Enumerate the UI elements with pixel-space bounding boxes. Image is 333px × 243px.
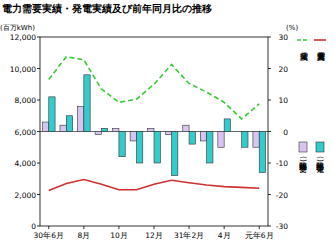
- y2-tick-label: 10: [278, 96, 288, 105]
- legend-swatch: [297, 39, 309, 41]
- bar: [136, 132, 142, 164]
- y-tick-label: 6,000: [15, 128, 37, 137]
- legend-label: 電力需要実績: [317, 52, 326, 62]
- bar: [84, 75, 90, 132]
- bar: [49, 97, 55, 132]
- bar: [42, 122, 48, 131]
- bar: [218, 132, 224, 148]
- x-tick-label: 4月: [218, 231, 231, 240]
- x-tick-label: 元年6月: [245, 231, 274, 240]
- bar: [235, 131, 241, 132]
- bar: [242, 132, 248, 148]
- bar: [259, 132, 265, 173]
- bar: [165, 132, 171, 135]
- bar: [119, 132, 125, 157]
- bar: [130, 132, 136, 141]
- y2-tick: [268, 68, 271, 69]
- x-tick: [118, 226, 119, 229]
- bar: [200, 132, 206, 141]
- bar: [148, 128, 154, 131]
- y-tick-label: 2,000: [15, 191, 37, 200]
- bar: [189, 132, 195, 145]
- legend-label: 発電実績: [300, 52, 309, 62]
- y-tick-label: 4,000: [15, 159, 37, 168]
- y-tick: [37, 163, 40, 164]
- y-tick-label: 10,000: [10, 65, 36, 74]
- x-tick-label: 31年2月: [174, 231, 204, 240]
- y-tick: [37, 37, 40, 38]
- y2-tick-label: 30: [278, 33, 288, 42]
- plot-area: [40, 57, 268, 191]
- x-tick: [189, 226, 190, 229]
- y-tick-label: 8,000: [15, 96, 37, 105]
- x-tick: [154, 226, 155, 229]
- y2-tick: [268, 100, 271, 101]
- legend-label: 前年同月比(需要): [299, 156, 308, 174]
- line: [49, 180, 259, 191]
- y2-tick: [268, 163, 271, 164]
- y2-axis-label: (%): [286, 24, 298, 32]
- legend-swatch: [314, 39, 326, 41]
- x-tick: [259, 226, 260, 229]
- bar: [66, 116, 72, 132]
- bar: [172, 132, 178, 176]
- line: [49, 57, 259, 119]
- y-axis-label: (百万kWh): [0, 24, 35, 32]
- y-tick-label: 12,000: [10, 33, 36, 42]
- y2-tick-label: 20: [278, 65, 288, 74]
- y2-tick: [268, 37, 271, 38]
- x-tick-label: 8月: [77, 231, 90, 240]
- y-tick: [37, 100, 40, 101]
- bar: [253, 132, 259, 148]
- x-tick-label: 10月: [110, 231, 128, 240]
- y-tick: [37, 226, 40, 227]
- y2-tick-label: -10: [276, 159, 288, 168]
- bar: [224, 119, 230, 132]
- chart: 電力需要実績・発電実績及び前年同月比の推移 (百万kWh) (%) 0 2,000 4,0…: [0, 0, 333, 243]
- y2-tick-label: -20: [276, 191, 288, 200]
- y2-tick: [268, 194, 271, 195]
- bar: [183, 125, 189, 131]
- y-tick: [37, 68, 40, 69]
- bar: [101, 128, 107, 131]
- bar: [154, 132, 160, 164]
- plot-frame: [40, 37, 268, 226]
- bar: [207, 132, 213, 164]
- y2-tick-label: -30: [276, 222, 288, 231]
- legend-swatch: [299, 142, 307, 152]
- bar: [95, 132, 101, 135]
- title: 電力需要実績・発電実績及び前年同月比の推移: [2, 3, 212, 14]
- y-tick: [37, 131, 40, 132]
- y2-tick: [268, 131, 271, 132]
- legend-swatch: [316, 142, 324, 152]
- x-tick-label: 12月: [145, 231, 163, 240]
- bar: [60, 125, 66, 131]
- x-tick-label: 30年6月: [34, 231, 64, 240]
- y-tick-label: 0: [31, 222, 36, 231]
- bar: [113, 128, 119, 131]
- x-tick: [48, 226, 49, 229]
- x-tick: [83, 226, 84, 229]
- legend-label: 前年同月比(発電): [316, 156, 325, 173]
- bar: [78, 106, 84, 131]
- y2-tick-label: 0: [283, 128, 288, 137]
- x-tick: [224, 226, 225, 229]
- y2-tick: [268, 226, 271, 227]
- y-tick: [37, 194, 40, 195]
